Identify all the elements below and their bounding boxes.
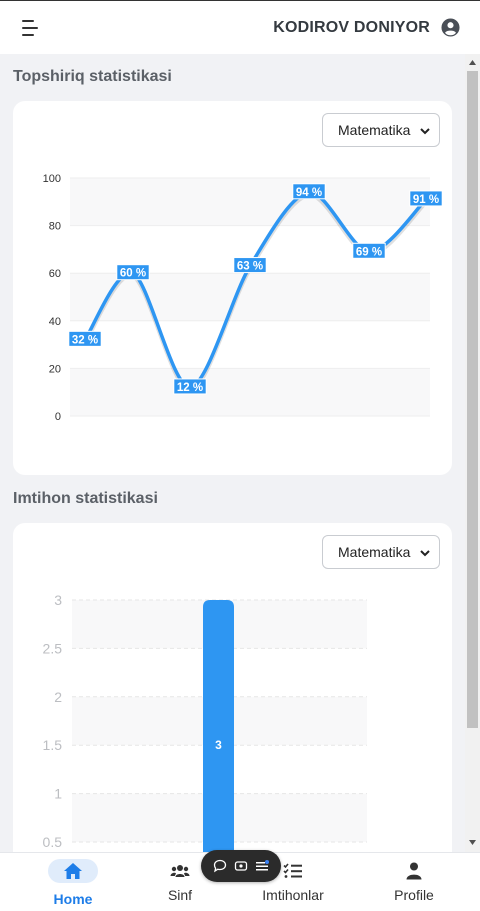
task-stats-title: Topshiriq statistikasi [13,68,172,85]
main-content[interactable]: Topshiriq statistikasi Matematika 0 20 40 6… [0,54,465,852]
data-label-box [233,257,267,274]
nav-item-sinf[interactable]: Sinf [155,853,205,911]
data-label-text: 91 % [413,194,439,206]
task-subject-select[interactable]: Matematika [322,113,440,147]
task-line-chart: 0 20 40 60 80 100 32 % 60 % 12 % 63 % 94 % 69 % 91 % [43,173,443,423]
y-tick-label: 40 [49,316,61,328]
floating-toolbar [201,850,281,882]
y-tick-label: 1.5 [43,737,63,753]
data-label-text: 12 % [177,382,203,394]
users-icon [155,859,205,883]
eye-card-icon[interactable] [234,859,248,873]
data-label-box [173,378,207,395]
y-tick-label: 2 [54,689,62,705]
exam-bar-chart: 0.5 1 1.5 2 2.5 3 3 [43,592,367,852]
menu-icon[interactable] [22,19,40,36]
data-label-box [68,330,102,347]
data-label-text: 69 % [356,246,382,258]
grid-band [70,368,430,416]
scroll-down-icon[interactable] [468,838,477,847]
y-tick-label: 1 [54,786,62,802]
data-label-text: 63 % [237,261,263,273]
data-label: 94 % [292,183,326,200]
menu-notify-icon[interactable] [255,859,270,873]
bar [203,600,234,852]
data-label-box [292,183,326,200]
y-tick-label: 100 [43,173,61,185]
data-label: 69 % [352,242,386,259]
nav-item-home[interactable]: Home [48,853,98,911]
data-label-text: 32 % [72,334,98,346]
profile-icon [389,859,439,883]
exam-stats-title: Imtihon statistikasi [13,490,158,507]
y-tick-label: 2.5 [43,640,63,656]
chat-icon[interactable] [213,859,227,873]
nav-item-profile[interactable]: Profile [389,853,439,911]
data-label: 63 % [233,257,267,274]
task-subject-value: Matematika [338,122,411,138]
y-tick-label: 20 [49,363,61,375]
grid-band [70,178,430,226]
chevron-down-icon [420,128,430,135]
y-tick-label: 80 [49,221,61,233]
y-tick-label: 0.5 [43,834,63,850]
nav-label-profile: Profile [394,887,434,903]
scrollbar[interactable] [465,54,480,852]
data-label-text: 60 % [120,268,146,280]
exam-stats-card: Matematika 0.5 1 1.5 2 2.5 3 3 [13,523,452,852]
y-tick-label: 0 [55,411,61,423]
nav-label-home: Home [53,891,93,907]
home-icon [48,859,98,883]
data-label: 32 % [68,330,102,347]
data-label-box [409,190,443,207]
nav-item-imtihonlar[interactable]: Imtihonlar [258,853,328,911]
scrollbar-thumb[interactable] [467,71,478,728]
chevron-down-icon [420,550,430,557]
list-check-icon [268,859,318,883]
data-label-box [352,242,386,259]
scroll-up-icon[interactable] [468,58,477,67]
data-label-box [116,264,150,281]
y-tick-label: 3 [54,592,62,608]
user-circle-icon[interactable] [441,18,460,37]
data-label: 12 % [173,378,207,395]
nav-label-imtihonlar: Imtihonlar [262,887,324,903]
task-stats-card: Matematika 0 20 40 60 80 100 32 % 60 % 12 % 63 % 9… [13,101,452,475]
grid-band [70,273,430,321]
user-name: KODIROV DONIYOR [273,18,430,36]
exam-subject-select[interactable]: Matematika [322,535,440,569]
exam-subject-value: Matematika [338,544,411,560]
y-tick-label: 60 [49,268,61,280]
user-menu[interactable]: KODIROV DONIYOR [273,18,460,37]
top-header: KODIROV DONIYOR [0,0,480,54]
bar-data-label: 3 [215,738,222,752]
nav-label-sinf: Sinf [167,887,193,903]
data-label: 91 % [409,190,443,207]
data-label-text: 94 % [296,187,322,199]
data-label: 60 % [116,264,150,281]
